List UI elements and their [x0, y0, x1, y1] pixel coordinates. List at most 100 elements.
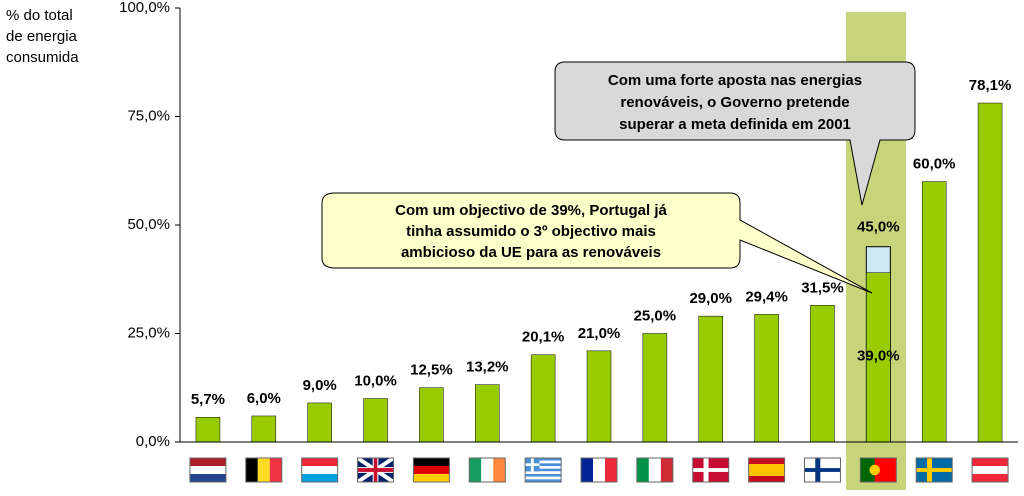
- value-label: 78,1%: [969, 77, 1012, 94]
- flag-border: [580, 457, 618, 483]
- callout-text: tinha assumido o 3º objectivo mais: [406, 223, 656, 240]
- flag-part: [748, 464, 785, 476]
- flag-part: [525, 458, 562, 461]
- bar: [586, 350, 612, 443]
- flag-border: [636, 457, 674, 483]
- value-label: 29,0%: [689, 290, 732, 307]
- y-tick-label: 75,0%: [127, 107, 170, 124]
- y-tick-label: 0,0%: [136, 433, 170, 450]
- flag-part: [525, 460, 562, 464]
- value-label: 29,4%: [745, 288, 788, 305]
- flag-part: [525, 466, 562, 469]
- flag-part: [804, 468, 841, 472]
- y-tick-label: 100,0%: [119, 0, 170, 16]
- flag-border: [971, 457, 1009, 483]
- flag-part: [972, 458, 1009, 466]
- value-label: 12,5%: [410, 362, 453, 379]
- bar: [363, 398, 388, 443]
- flag-part: [860, 458, 875, 482]
- callout-text: Com um objectivo de 39%, Portugal já: [395, 202, 667, 219]
- flag-border: [692, 457, 730, 483]
- flag-part: [869, 464, 881, 476]
- flag-part: [301, 474, 338, 482]
- value-label: 5,7%: [191, 391, 225, 408]
- value-label: 39,0%: [857, 348, 900, 365]
- bar: [475, 384, 500, 443]
- flag-part: [581, 458, 593, 482]
- flag-part: [525, 471, 562, 474]
- flag-part: [593, 458, 605, 482]
- flag-part: [469, 458, 482, 482]
- flag-part: [525, 468, 562, 472]
- y-axis-label: % do total: [6, 7, 73, 24]
- flag-part: [493, 458, 506, 482]
- bar: [642, 333, 668, 443]
- callout-yellow: [321, 192, 873, 294]
- flag-part: [636, 458, 649, 482]
- flag-border: [468, 457, 506, 483]
- value-label: 9,0%: [303, 377, 337, 394]
- bar: [977, 102, 1003, 443]
- flag-part: [269, 458, 282, 482]
- target-label: 45,0%: [857, 219, 900, 236]
- y-axis-label: de energia: [6, 28, 78, 45]
- flag-part: [648, 458, 661, 482]
- flag-part: [916, 468, 953, 472]
- flag-part: [189, 466, 226, 474]
- flag-part: [525, 463, 540, 466]
- flag-border: [357, 457, 395, 483]
- callout-text: renováveis, o Governo pretende: [620, 94, 849, 111]
- flag-part: [525, 476, 562, 480]
- flag-part: [660, 458, 673, 482]
- flag-border: [412, 457, 450, 483]
- flag-part: [413, 466, 450, 474]
- bar: [307, 402, 332, 443]
- callout-text: Com uma forte aposta nas energias: [608, 72, 862, 89]
- flag-part: [413, 474, 450, 482]
- y-tick-label: 25,0%: [127, 324, 170, 341]
- flag-border: [189, 457, 227, 483]
- flag-part: [301, 458, 338, 466]
- flag-border: [524, 457, 562, 483]
- bar: [866, 272, 891, 443]
- flag-border: [301, 457, 339, 483]
- bar: [195, 417, 221, 443]
- flag-part: [525, 474, 562, 477]
- flags: [189, 456, 1009, 484]
- flag-part: [357, 468, 394, 472]
- value-label: 13,2%: [466, 359, 509, 376]
- flag-part: [972, 466, 1009, 474]
- callout-text: superar a meta definida em 2001: [619, 116, 851, 133]
- flag-part: [692, 468, 729, 472]
- flag-part: [245, 458, 258, 482]
- plot: 5,7% 6,0% 9,0% 10,0% 12,5% 13,2% 20,1% 21,0% 25,…: [191, 77, 1012, 443]
- bar: [698, 315, 723, 443]
- value-label: 10,0%: [354, 373, 397, 390]
- flag-part: [301, 466, 338, 474]
- bar: [810, 305, 835, 443]
- flag-part: [413, 458, 450, 466]
- flag-part: [525, 463, 562, 466]
- value-label: 31,5%: [801, 279, 844, 296]
- value-label: 25,0%: [634, 307, 677, 324]
- bar: [921, 181, 947, 443]
- flag-border: [859, 457, 897, 483]
- value-label: 60,0%: [913, 156, 956, 173]
- flag-border: [803, 457, 841, 483]
- y-tick-label: 50,0%: [127, 216, 170, 233]
- flag-part: [257, 458, 270, 482]
- flag-border: [748, 457, 786, 483]
- y-axis-label: consumida: [6, 49, 79, 66]
- value-label: 20,1%: [522, 329, 565, 346]
- flag-border: [915, 457, 953, 483]
- flag-part: [525, 479, 562, 482]
- flag-part: [189, 458, 226, 466]
- value-label: 6,0%: [247, 390, 281, 407]
- bar: [754, 314, 779, 443]
- callout-text: ambicioso da UE para as renováveis: [401, 244, 661, 261]
- flag-part: [605, 458, 617, 482]
- bar: [530, 354, 556, 443]
- bar: [419, 387, 444, 443]
- flag-part: [481, 458, 494, 482]
